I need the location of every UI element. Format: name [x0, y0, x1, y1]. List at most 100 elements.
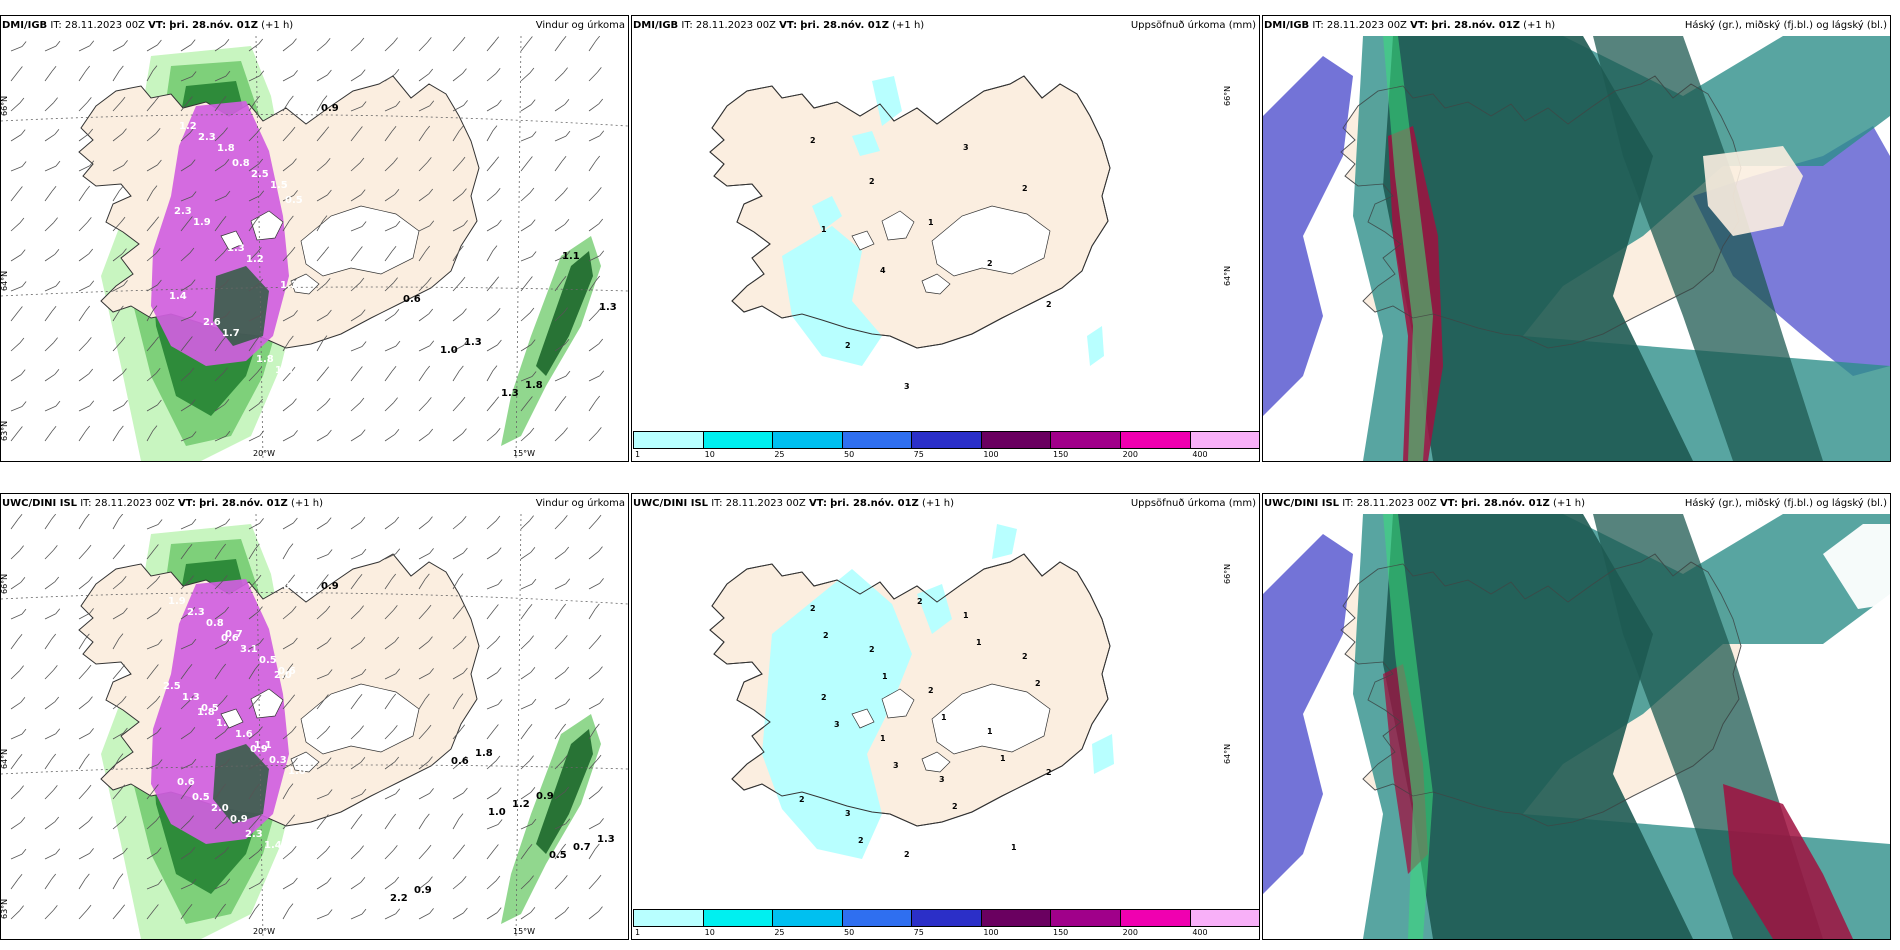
wind-barb [384, 641, 395, 650]
wind-barb-feather [191, 638, 197, 645]
wind-barb [248, 220, 257, 232]
wind-barb [486, 281, 496, 292]
wind-barb [418, 553, 430, 560]
wind-barb-feather [154, 336, 160, 343]
colorbar-tick-label: 100 [983, 450, 999, 459]
wind-barb [554, 192, 564, 202]
wind-barb [316, 220, 324, 232]
wind-barb [520, 583, 533, 590]
wind-barb [44, 102, 54, 112]
wind-barb-feather [290, 126, 296, 133]
precip-value-label: 1.8 [216, 718, 234, 729]
wind-barb-feather [361, 788, 367, 795]
wind-barb [10, 102, 21, 112]
wind-barb [214, 372, 224, 382]
wind-barb [282, 522, 294, 530]
precip-area [782, 226, 882, 366]
wind-barb-feather [191, 311, 197, 317]
wind-barb-feather [494, 604, 499, 610]
glacier-outline [931, 683, 1051, 755]
wind-barb [248, 788, 256, 800]
precip-value-label: 3 [963, 143, 969, 152]
wind-barb [78, 430, 87, 442]
wind-barb-feather [531, 371, 537, 377]
colorbar-swatch [773, 432, 843, 448]
wind-barb-feather [53, 217, 58, 223]
precip-value-label: 0.9 [230, 814, 248, 825]
wind-barb-feather [225, 758, 231, 764]
wind-barb [554, 848, 563, 860]
vt-label: VT: [148, 20, 167, 31]
wind-barb [78, 45, 90, 52]
precip-area [1092, 734, 1114, 774]
model-name: DMI/IGB [2, 20, 48, 31]
wind-barb-feather [225, 70, 231, 77]
wind-barb-feather [599, 250, 605, 256]
wind-barb [78, 165, 90, 172]
wind-barb [486, 640, 497, 650]
wind-barb [588, 911, 599, 920]
wind-barb [78, 853, 90, 860]
wind-barb-feather [190, 607, 196, 613]
panel-precip-uwc: UWC/DINI ISL IT: 28.11.2023 00Z VT: þri.… [631, 493, 1260, 940]
colorbar-tick-label: 100 [983, 928, 999, 937]
wind-barb-feather [530, 339, 536, 345]
wind-barb-feather [429, 908, 434, 914]
wind-barb [282, 668, 290, 680]
wind-barb-feather [258, 38, 264, 45]
wind-barb [10, 222, 21, 232]
wind-barb [78, 285, 90, 292]
wind-barb-feather [494, 276, 500, 283]
wind-barb-feather [495, 515, 501, 522]
wind-barb-feather [119, 425, 124, 432]
precip-value-label: 0.6 [278, 666, 296, 677]
wind-barb-feather [157, 639, 163, 645]
wind-barb-feather [123, 727, 128, 734]
wind-barb [44, 758, 53, 770]
wind-barb-feather [21, 608, 27, 615]
wind-barb [146, 404, 158, 412]
wind-barb-feather [428, 516, 433, 522]
wind-barb-feather [157, 519, 163, 525]
precip-value-label: 0.5 [192, 792, 210, 803]
colorbar-swatch [1120, 910, 1191, 926]
precip-value-label: 2.0 [274, 670, 292, 681]
wind-barb [554, 880, 564, 890]
wind-barb-feather [155, 815, 161, 822]
precip-value-label: 1.2 [512, 799, 530, 810]
wind-barb [248, 283, 259, 292]
wind-barb [112, 518, 120, 530]
wind-barb [282, 131, 292, 142]
wind-barb-feather [54, 816, 60, 823]
glacier-outline [220, 708, 244, 729]
wind-barb-feather [561, 603, 567, 610]
wind-barb [554, 312, 564, 322]
precip-value-label: 0.9 [250, 744, 268, 755]
wind-barb-feather [458, 693, 464, 699]
wind-barb-feather [21, 161, 27, 167]
wind-barb-feather [157, 279, 162, 286]
panel-header: UWC/DINI ISL IT: 28.11.2023 00Z VT: þri.… [632, 494, 1259, 514]
wind-barb [486, 370, 494, 382]
wind-barb [282, 882, 294, 890]
wind-barb [44, 45, 57, 52]
model-name: DMI/IGB [1264, 20, 1310, 31]
precip-value-label: 1.8 [256, 354, 274, 365]
wind-barb [554, 520, 564, 530]
panel-header: DMI/IGB IT: 28.11.2023 00Z VT: þri. 28.n… [632, 16, 1259, 36]
wind-barb [214, 403, 226, 412]
it-label: IT: [50, 20, 62, 31]
wind-barb-feather [327, 69, 332, 76]
precip-value-label: 1 [976, 638, 982, 647]
wind-barb [452, 880, 463, 890]
wind-barb [384, 698, 393, 710]
wind-barb [112, 310, 120, 322]
wind-barb [180, 669, 189, 680]
wind-barb [384, 251, 393, 262]
wind-barb [180, 851, 192, 860]
wind-barb [486, 520, 497, 530]
wind-barb-feather [191, 878, 197, 885]
wind-barb-feather [122, 368, 127, 374]
wind-barb-feather [89, 728, 94, 734]
wind-barb [10, 46, 23, 52]
